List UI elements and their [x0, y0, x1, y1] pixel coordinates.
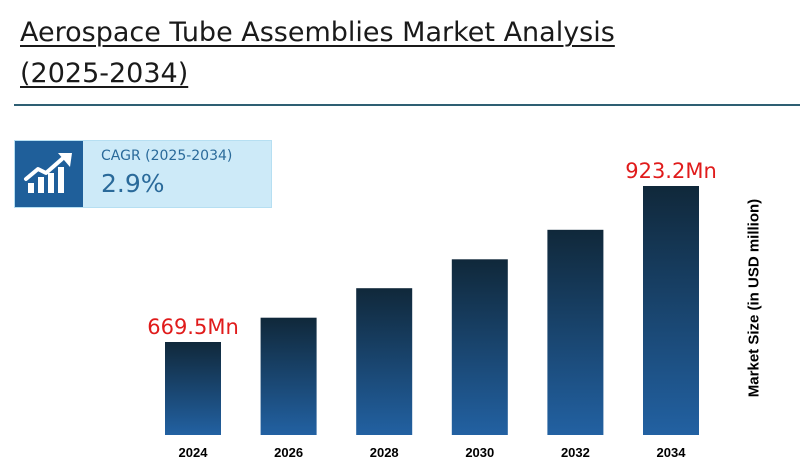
- bar-2026: [260, 317, 317, 435]
- cagr-label: CAGR (2025-2034): [101, 148, 233, 164]
- bar-2034: [643, 186, 699, 435]
- x-tick-label-2034: 2034: [657, 445, 687, 460]
- x-tick-label-2032: 2032: [561, 445, 590, 460]
- bar-2032: [547, 229, 604, 435]
- title-divider: [14, 104, 800, 106]
- data-label-2024: 669.5Mn: [147, 315, 239, 339]
- page-title: Aerospace Tube Assemblies Market Analysi…: [20, 17, 615, 89]
- cagr-value: 2.9%: [101, 169, 165, 198]
- x-tick-label-2028: 2028: [370, 445, 399, 460]
- data-label-2034: 923.2Mn: [625, 159, 717, 183]
- x-tick-label-2030: 2030: [465, 445, 494, 460]
- bar-2030: [451, 259, 508, 435]
- growth-chart-icon: [15, 141, 83, 207]
- y-axis-label-wrap: Market Size (in USD million): [736, 170, 772, 426]
- bar-2028: [356, 288, 413, 435]
- x-tick-label-2026: 2026: [274, 445, 303, 460]
- y-axis-label: Market Size (in USD million): [745, 198, 763, 398]
- cagr-card: CAGR (2025-2034) 2.9%: [14, 140, 272, 208]
- bar-2024: [165, 342, 221, 435]
- x-tick-label-2024: 2024: [179, 445, 209, 460]
